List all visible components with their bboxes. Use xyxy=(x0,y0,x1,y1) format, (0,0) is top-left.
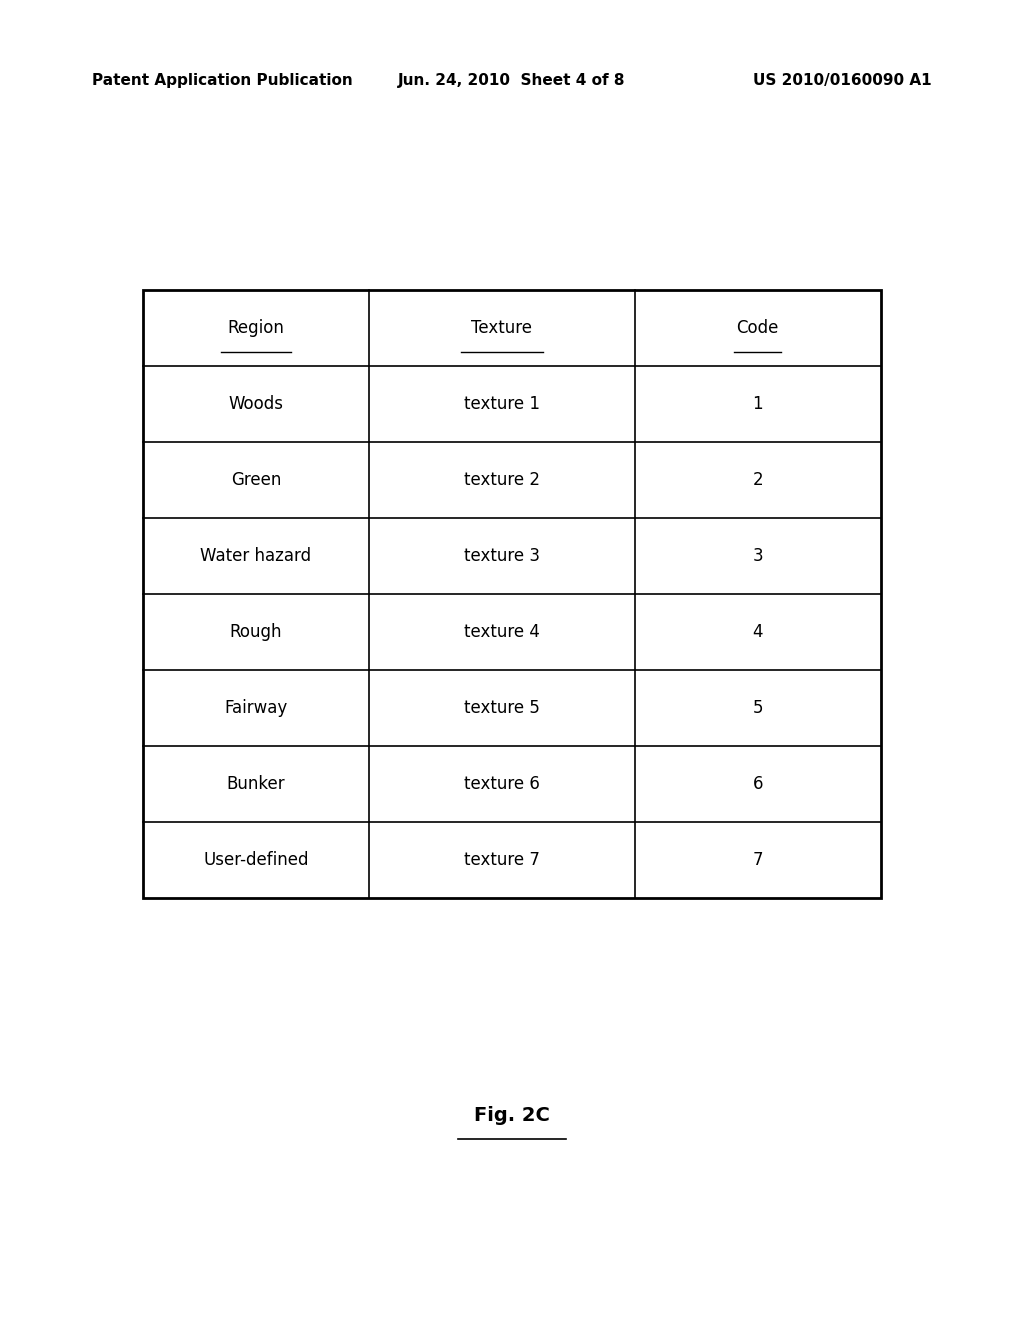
Text: Water hazard: Water hazard xyxy=(201,546,311,565)
Text: Bunker: Bunker xyxy=(226,775,286,793)
Text: Fig. 2C: Fig. 2C xyxy=(474,1106,550,1125)
Text: 7: 7 xyxy=(753,850,763,869)
Text: 3: 3 xyxy=(753,546,763,565)
Text: 1: 1 xyxy=(753,395,763,413)
Text: Woods: Woods xyxy=(228,395,284,413)
Text: texture 6: texture 6 xyxy=(464,775,540,793)
Text: texture 1: texture 1 xyxy=(464,395,540,413)
Text: Patent Application Publication: Patent Application Publication xyxy=(92,73,353,87)
Text: Fairway: Fairway xyxy=(224,698,288,717)
Text: texture 5: texture 5 xyxy=(464,698,540,717)
Text: Green: Green xyxy=(230,471,282,490)
Text: User-defined: User-defined xyxy=(203,850,309,869)
Text: 2: 2 xyxy=(753,471,763,490)
Text: Rough: Rough xyxy=(229,623,283,642)
Text: Region: Region xyxy=(227,319,285,338)
Text: US 2010/0160090 A1: US 2010/0160090 A1 xyxy=(754,73,932,87)
Text: texture 4: texture 4 xyxy=(464,623,540,642)
Text: Code: Code xyxy=(736,319,779,338)
Text: Jun. 24, 2010  Sheet 4 of 8: Jun. 24, 2010 Sheet 4 of 8 xyxy=(398,73,626,87)
Text: texture 3: texture 3 xyxy=(464,546,540,565)
Text: texture 7: texture 7 xyxy=(464,850,540,869)
Text: 4: 4 xyxy=(753,623,763,642)
Text: texture 2: texture 2 xyxy=(464,471,540,490)
Text: Texture: Texture xyxy=(471,319,532,338)
Text: 5: 5 xyxy=(753,698,763,717)
Text: 6: 6 xyxy=(753,775,763,793)
